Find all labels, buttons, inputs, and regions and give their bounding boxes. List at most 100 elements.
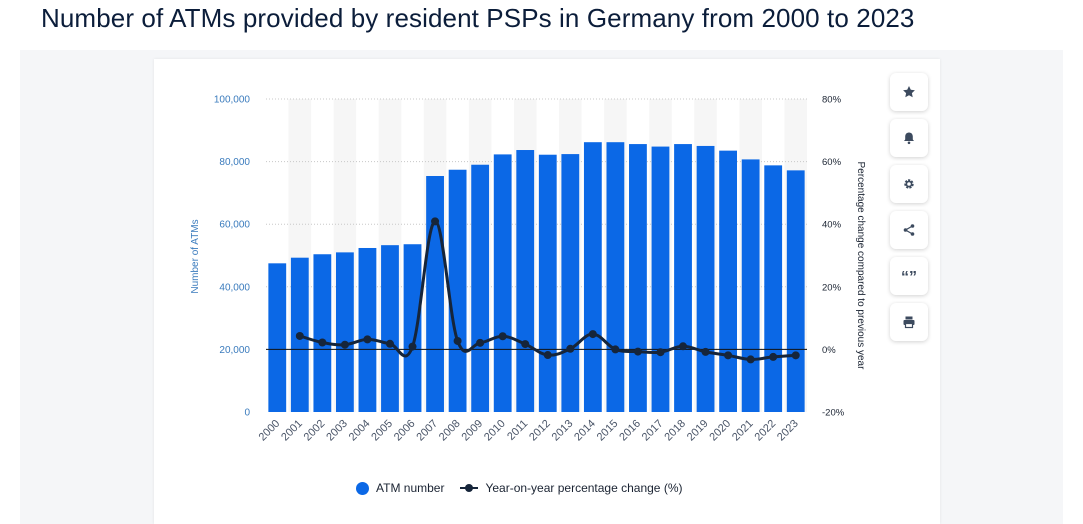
x-tick-label: 2018 xyxy=(662,418,688,444)
bar-2002[interactable] xyxy=(313,254,332,412)
y-axis-title: Number of ATMs xyxy=(190,219,201,293)
yoy-point-2018[interactable] xyxy=(679,342,688,351)
x-tick-label: 2007 xyxy=(414,418,440,444)
y2-tick-label: 40% xyxy=(822,220,842,231)
bar-2007[interactable] xyxy=(426,175,444,412)
star-icon xyxy=(903,86,915,98)
yoy-point-2017[interactable] xyxy=(656,348,665,357)
x-tick-label: 2002 xyxy=(302,418,328,444)
bar-2017[interactable] xyxy=(651,146,670,412)
legend-item-yoy[interactable]: Year-on-year percentage change (%) xyxy=(460,481,682,495)
chart-legend: ATM number Year-on-year percentage chang… xyxy=(356,481,698,495)
yoy-point-2016[interactable] xyxy=(633,347,642,356)
y2-tick-label: 80% xyxy=(822,95,842,106)
yoy-point-2013[interactable] xyxy=(566,344,575,353)
chart-card: 0 20,000 40,000 60,000 80,000 100,000 -20% 0% 20… xyxy=(154,59,940,524)
x-tick-label: 2009 xyxy=(459,418,485,444)
page-title: Number of ATMs provided by resident PSPs… xyxy=(41,3,915,33)
x-tick-label: 2016 xyxy=(617,418,643,444)
yoy-point-2012[interactable] xyxy=(543,351,552,360)
x-tick-label: 2011 xyxy=(505,418,530,443)
bar-2009[interactable] xyxy=(471,164,490,412)
bar-2003[interactable] xyxy=(335,252,354,412)
favorite-button[interactable] xyxy=(890,73,928,111)
legend-yoy-label: Year-on-year percentage change (%) xyxy=(485,481,683,495)
bar-2010[interactable] xyxy=(493,154,512,412)
legend-atm-label: ATM number xyxy=(376,481,445,495)
bar-2018[interactable] xyxy=(674,144,692,412)
bar-2006[interactable] xyxy=(403,244,422,412)
x-tick-label: 2021 xyxy=(730,418,756,444)
bar-2014[interactable] xyxy=(583,142,602,412)
yoy-point-2001[interactable] xyxy=(295,331,304,340)
bar-2021[interactable] xyxy=(741,159,760,412)
x-tick-label: 2020 xyxy=(707,418,733,444)
y2-tick-label: 20% xyxy=(822,282,842,293)
y2-tick-label: 0% xyxy=(822,345,836,356)
x-tick-label: 2006 xyxy=(392,418,418,444)
y-tick-label: 20,000 xyxy=(219,345,250,356)
bar-2000[interactable] xyxy=(268,263,287,412)
yoy-point-2008[interactable] xyxy=(453,336,462,345)
y-tick-label: 80,000 xyxy=(219,157,250,168)
bar-2013[interactable] xyxy=(561,154,580,412)
yoy-point-2019[interactable] xyxy=(701,347,710,356)
bar-2011[interactable] xyxy=(516,150,535,413)
bar-2004[interactable] xyxy=(358,247,377,412)
yoy-point-2006[interactable] xyxy=(408,342,417,351)
yoy-point-2010[interactable] xyxy=(498,332,507,341)
yoy-point-2005[interactable] xyxy=(385,339,394,348)
x-tick-label: 2014 xyxy=(572,418,598,444)
x-tick-label: 2005 xyxy=(369,418,395,444)
bar-2019[interactable] xyxy=(696,145,715,412)
bar-2008[interactable] xyxy=(448,169,467,412)
x-tick-label: 2023 xyxy=(775,418,801,444)
yoy-point-2009[interactable] xyxy=(476,338,485,347)
y-tick-label: 0 xyxy=(244,408,250,419)
yoy-point-2023[interactable] xyxy=(791,351,800,360)
y-tick-label: 60,000 xyxy=(219,220,250,231)
y2-tick-label: -20% xyxy=(822,408,845,419)
legend-yoy-marker xyxy=(460,484,479,492)
notification-button[interactable] xyxy=(890,119,928,157)
x-tick-label: 2000 xyxy=(257,418,283,444)
x-tick-label: 2004 xyxy=(347,418,373,444)
bar-2016[interactable] xyxy=(629,144,647,412)
x-tick-label: 2001 xyxy=(279,418,305,444)
bar-2023[interactable] xyxy=(786,170,805,412)
x-tick-label: 2013 xyxy=(550,418,576,444)
share-button[interactable] xyxy=(890,211,928,249)
yoy-point-2020[interactable] xyxy=(724,351,733,360)
x-tick-label: 2017 xyxy=(640,418,666,444)
chart: 0 20,000 40,000 60,000 80,000 100,000 -20% 0% 20… xyxy=(190,95,866,444)
settings-button[interactable] xyxy=(890,165,928,203)
bar-2020[interactable] xyxy=(719,150,738,412)
x-tick-label: 2008 xyxy=(437,418,463,444)
yoy-point-2011[interactable] xyxy=(521,340,530,349)
x-tick-label: 2019 xyxy=(685,418,711,444)
bar-2015[interactable] xyxy=(606,142,625,412)
bar-2022[interactable] xyxy=(764,165,783,412)
cite-button[interactable]: “” xyxy=(890,257,928,295)
yoy-point-2004[interactable] xyxy=(363,335,372,344)
legend-item-atm[interactable]: ATM number xyxy=(356,481,444,495)
y-tick-label: 100,000 xyxy=(214,95,251,106)
yoy-point-2015[interactable] xyxy=(611,345,620,354)
yoy-point-2007[interactable] xyxy=(431,217,440,226)
chart-toolbar: “” xyxy=(890,73,928,349)
print-button[interactable] xyxy=(890,303,928,341)
yoy-point-2021[interactable] xyxy=(746,355,755,364)
y2-tick-label: 60% xyxy=(822,157,842,168)
bar-2012[interactable] xyxy=(538,154,557,412)
share-icon xyxy=(903,224,915,236)
yoy-point-2014[interactable] xyxy=(588,330,597,339)
bell-icon xyxy=(904,132,914,145)
yoy-point-2022[interactable] xyxy=(769,352,778,361)
y2-axis-title: Percentage change compared to previous y… xyxy=(855,162,866,371)
gear-icon xyxy=(904,179,914,189)
yoy-point-2002[interactable] xyxy=(318,338,327,347)
bar-2005[interactable] xyxy=(381,245,399,412)
x-tick-label: 2015 xyxy=(595,418,621,444)
y-tick-label: 40,000 xyxy=(219,282,250,293)
yoy-point-2003[interactable] xyxy=(340,340,349,349)
